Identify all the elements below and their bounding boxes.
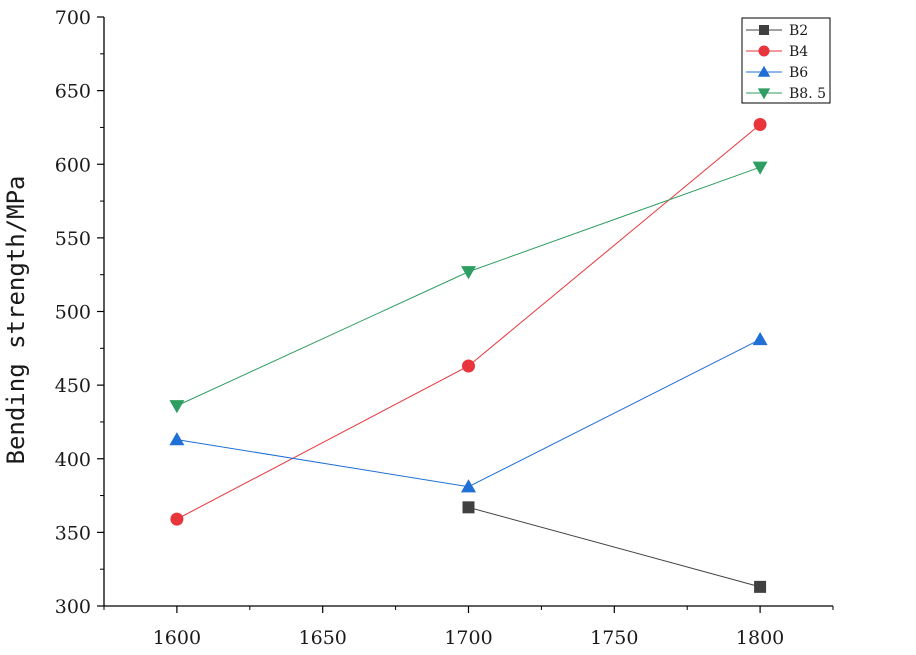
y-tick-label: 550	[55, 228, 91, 250]
legend-marker	[757, 88, 771, 100]
y-tick-label: 450	[55, 375, 91, 397]
y-tick-label: 300	[55, 596, 91, 618]
y-tick-label: 600	[55, 154, 91, 176]
data-point	[461, 479, 476, 493]
y-tick-label: 700	[55, 7, 91, 29]
data-point	[752, 161, 768, 175]
series-b6	[169, 331, 768, 493]
legend-label: B8. 5	[789, 86, 826, 102]
legend-label: B6	[789, 65, 808, 81]
series-b4	[170, 117, 767, 526]
data-point	[169, 400, 185, 414]
legend-label: B2	[789, 23, 808, 39]
x-tick-label: 1800	[736, 627, 784, 649]
legend-box	[741, 17, 831, 104]
legend-marker	[757, 65, 771, 77]
series-layer	[169, 117, 768, 593]
y-tick-label: 500	[55, 302, 91, 324]
axes: 300 350 400 450 500 550 600 650 700 1600 1650 1700 1…	[55, 7, 834, 649]
series-line	[468, 506, 761, 588]
x-tick-label: 1650	[299, 627, 347, 649]
x-tick-label: 1700	[444, 627, 492, 649]
y-tick-label: 650	[55, 81, 91, 103]
legend: B2 B4 B6 B8. 5	[741, 17, 831, 104]
x-tick-label: 1600	[153, 627, 201, 649]
legend-marker	[758, 45, 770, 57]
series-b85	[169, 161, 768, 414]
y-axis-title: Bending strength/MPa	[2, 176, 30, 465]
series-b2	[462, 501, 767, 593]
y-tick-label: 400	[55, 449, 91, 471]
x-tick-label: 1750	[590, 627, 638, 649]
data-point	[462, 359, 475, 373]
data-point	[461, 266, 476, 280]
data-point	[752, 331, 768, 346]
legend-label: B4	[789, 44, 808, 60]
data-point	[169, 432, 185, 446]
data-point	[754, 580, 767, 593]
y-tick-label: 350	[55, 522, 91, 544]
legend-marker	[759, 25, 769, 35]
data-point	[170, 512, 184, 526]
data-point	[753, 117, 767, 131]
data-point	[462, 501, 475, 514]
